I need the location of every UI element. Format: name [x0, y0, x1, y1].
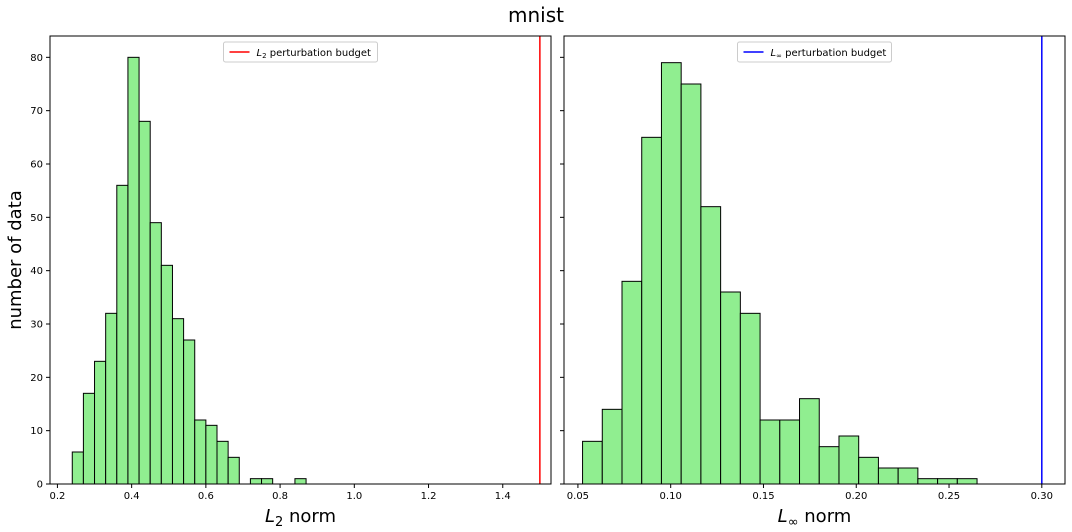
linf-bar: [838, 435, 860, 485]
l2-y-tick-label: 20: [30, 373, 43, 384]
l2-xlabel-sub: 2: [275, 515, 283, 530]
linf-bar: [680, 83, 702, 485]
l2-bar: [183, 339, 196, 485]
linf-bar: [641, 136, 662, 485]
linf-x-tick-label: 0.20: [845, 491, 867, 502]
linf-legend-box: [737, 41, 892, 63]
l2-bar: [249, 478, 263, 485]
l2-bar: [105, 312, 118, 485]
l2-bar: [227, 456, 240, 485]
linf-legend: L∞ perturbation budget: [737, 41, 892, 63]
linf-xlabel-var: L: [778, 506, 788, 527]
l2-x-axis-label: L2 norm: [265, 506, 336, 530]
linf-x-tick-label: 0.15: [752, 491, 774, 502]
y-axis-label: number of data: [5, 190, 26, 330]
linf-xlabel-sub: ∞: [788, 515, 799, 530]
linf-x-axis-label: L∞ norm: [778, 506, 852, 530]
linf-xlabel-rest: norm: [799, 506, 852, 527]
linf-bar: [956, 478, 978, 485]
l2-legend-box: [223, 41, 378, 63]
l2-bar: [160, 264, 173, 485]
linf-x-tick-label: 0.25: [938, 491, 960, 502]
l2-y-tick-label: 30: [30, 320, 43, 331]
linf-bar: [858, 456, 879, 485]
l2-x-tick-label: 0.6: [198, 491, 214, 502]
l2-bar: [194, 419, 207, 485]
linf-bar: [660, 62, 682, 485]
linf-bar: [779, 419, 801, 485]
l2-x-tick-label: 1.4: [495, 491, 511, 502]
l2-x-tick-label: 1.0: [346, 491, 362, 502]
l2-legend-rest: perturbation budget: [267, 48, 372, 59]
linf-bar: [917, 478, 939, 485]
l2-y-tick-label: 40: [30, 266, 43, 277]
l2-y-tick-label: 70: [30, 106, 43, 117]
l2-xlabel-var: L: [265, 506, 275, 527]
linf-x-tick-label: 0.10: [660, 491, 682, 502]
l2-x-tick-label: 1.2: [421, 491, 437, 502]
l2-x-ticks: 0.2 0.4 0.6 0.8 1.0 1.2 1.4: [49, 484, 511, 502]
l2-bar: [294, 478, 307, 485]
linf-legend-rest: perturbation budget: [782, 48, 887, 59]
linf-x-tick-label: 0.30: [1031, 491, 1053, 502]
linf-plot-frame: [563, 35, 1066, 485]
l2-x-tick-label: 0.2: [49, 491, 65, 502]
linf-y-ticks: [560, 56, 564, 485]
l2-bar: [71, 451, 84, 485]
l2-x-tick-label: 0.4: [124, 491, 140, 502]
linf-bar: [818, 446, 840, 485]
l2-y-tick-label: 60: [30, 160, 43, 171]
linf-bar: [582, 440, 603, 485]
linf-bar: [799, 398, 820, 485]
l2-y-tick-label: 80: [30, 53, 43, 64]
l2-y-tick-label: 50: [30, 213, 43, 224]
l2-bar: [138, 120, 151, 485]
l2-histogram-panel: 0.2 0.4 0.6 0.8 1.0 1.2 1.4 01020304050607080 …: [30, 35, 552, 530]
l2-bar: [149, 222, 162, 485]
linf-bar: [700, 206, 722, 485]
l2-bar: [127, 56, 140, 485]
l2-y-tick-label: 10: [30, 426, 43, 437]
l2-bar: [205, 424, 218, 485]
linf-bar: [739, 312, 761, 485]
figure-title: mnist: [508, 3, 564, 27]
l2-y-tick-label: 0: [37, 480, 43, 491]
linf-bar: [720, 291, 741, 485]
l2-bar: [216, 440, 229, 485]
linf-bar: [759, 419, 781, 485]
l2-bar: [94, 360, 107, 485]
l2-y-ticks: 0 10 20 30 40 50 60 70 80: [30, 53, 50, 491]
l2-bar: [116, 184, 129, 485]
l2-legend-var: L: [257, 48, 263, 59]
l2-x-tick-label: 0.8: [272, 491, 288, 502]
linf-bar: [937, 478, 958, 485]
l2-plot-frame: [49, 35, 552, 485]
linf-x-ticks: 0.05 0.10 0.15 0.20 0.25 0.30: [567, 484, 1053, 502]
l2-bar: [82, 392, 96, 485]
linf-bar: [601, 408, 623, 485]
linf-bar: [897, 467, 919, 485]
linf-bar: [877, 467, 899, 485]
linf-legend-label: L∞ perturbation budget: [771, 48, 887, 60]
linf-x-tick-label: 0.05: [567, 491, 589, 502]
l2-legend: L2 perturbation budget: [223, 41, 378, 63]
linf-legend-var: L: [771, 48, 777, 59]
linf-histogram-bars: [582, 62, 978, 485]
l2-legend-label: L2 perturbation budget: [257, 48, 372, 60]
l2-xlabel-rest: norm: [283, 506, 336, 527]
linf-legend-sub: ∞: [776, 52, 782, 60]
l2-legend-sub: 2: [262, 52, 266, 60]
linf-bar: [621, 280, 643, 485]
l2-bar: [261, 478, 274, 485]
l2-bar: [171, 318, 185, 485]
linf-histogram-panel: 0.05 0.10 0.15 0.20 0.25 0.30 L∞ perturbation…: [560, 35, 1066, 530]
